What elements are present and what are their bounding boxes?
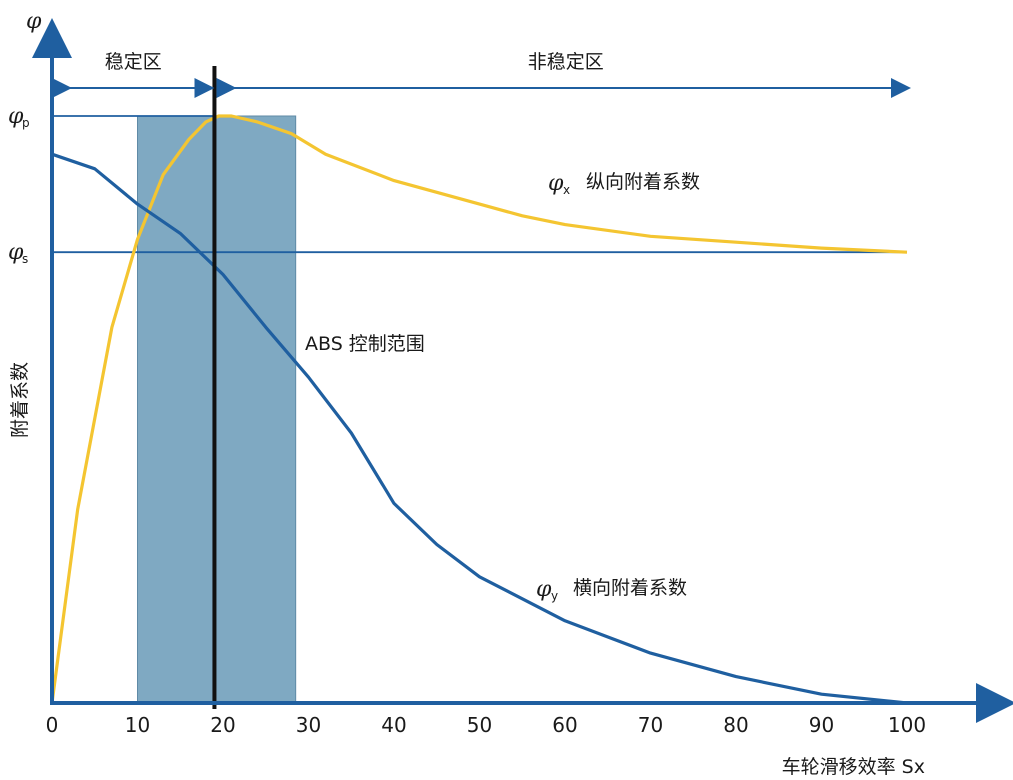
x-tick-labels: 0 10 20 30 40 50 60 70 80 90 100 <box>46 713 926 737</box>
x-tick-label: 90 <box>809 713 834 737</box>
y-axis-title: 附着系数 <box>9 362 31 438</box>
y-tick-label-phi-p: φp <box>8 104 30 130</box>
x-axis-title: 车轮滑移效率 Sx <box>782 756 925 778</box>
x-tick-label: 10 <box>125 713 150 737</box>
svg-text:φ: φ <box>548 171 564 196</box>
series-line-phi-x <box>50 114 908 704</box>
svg-text:φ: φ <box>536 577 552 602</box>
svg-text:x: x <box>563 183 570 197</box>
svg-text:φ: φ <box>8 240 24 265</box>
x-tick-label: 70 <box>638 713 663 737</box>
series-line-phi-y <box>51 152 908 705</box>
series-label-phi-y: φ y 横向附着系数 <box>536 577 687 603</box>
x-tick-label: 30 <box>296 713 321 737</box>
svg-text:纵向附着系数: 纵向附着系数 <box>586 171 700 193</box>
y-axis-symbol: φ <box>26 9 42 34</box>
x-tick-label: 40 <box>381 713 406 737</box>
unstable-zone-label: 非稳定区 <box>528 51 604 73</box>
svg-text:φ: φ <box>8 104 24 129</box>
x-tick-label: 50 <box>467 713 492 737</box>
x-tick-label: 100 <box>888 713 926 737</box>
x-tick-label: 0 <box>46 713 59 737</box>
stable-zone-label: 稳定区 <box>105 51 162 73</box>
svg-text:横向附着系数: 横向附着系数 <box>573 577 687 599</box>
x-tick-label: 80 <box>723 713 748 737</box>
series-label-phi-x: φ x 纵向附着系数 <box>548 171 700 197</box>
x-tick-label: 20 <box>210 713 235 737</box>
x-tick-label: 60 <box>552 713 577 737</box>
y-tick-label-phi-s: φs <box>8 240 28 266</box>
svg-text:y: y <box>551 589 558 603</box>
svg-text:p: p <box>22 116 30 130</box>
abs-control-range-label: ABS 控制范围 <box>305 333 425 355</box>
abs-control-range-band <box>137 115 297 704</box>
svg-text:s: s <box>22 252 28 266</box>
